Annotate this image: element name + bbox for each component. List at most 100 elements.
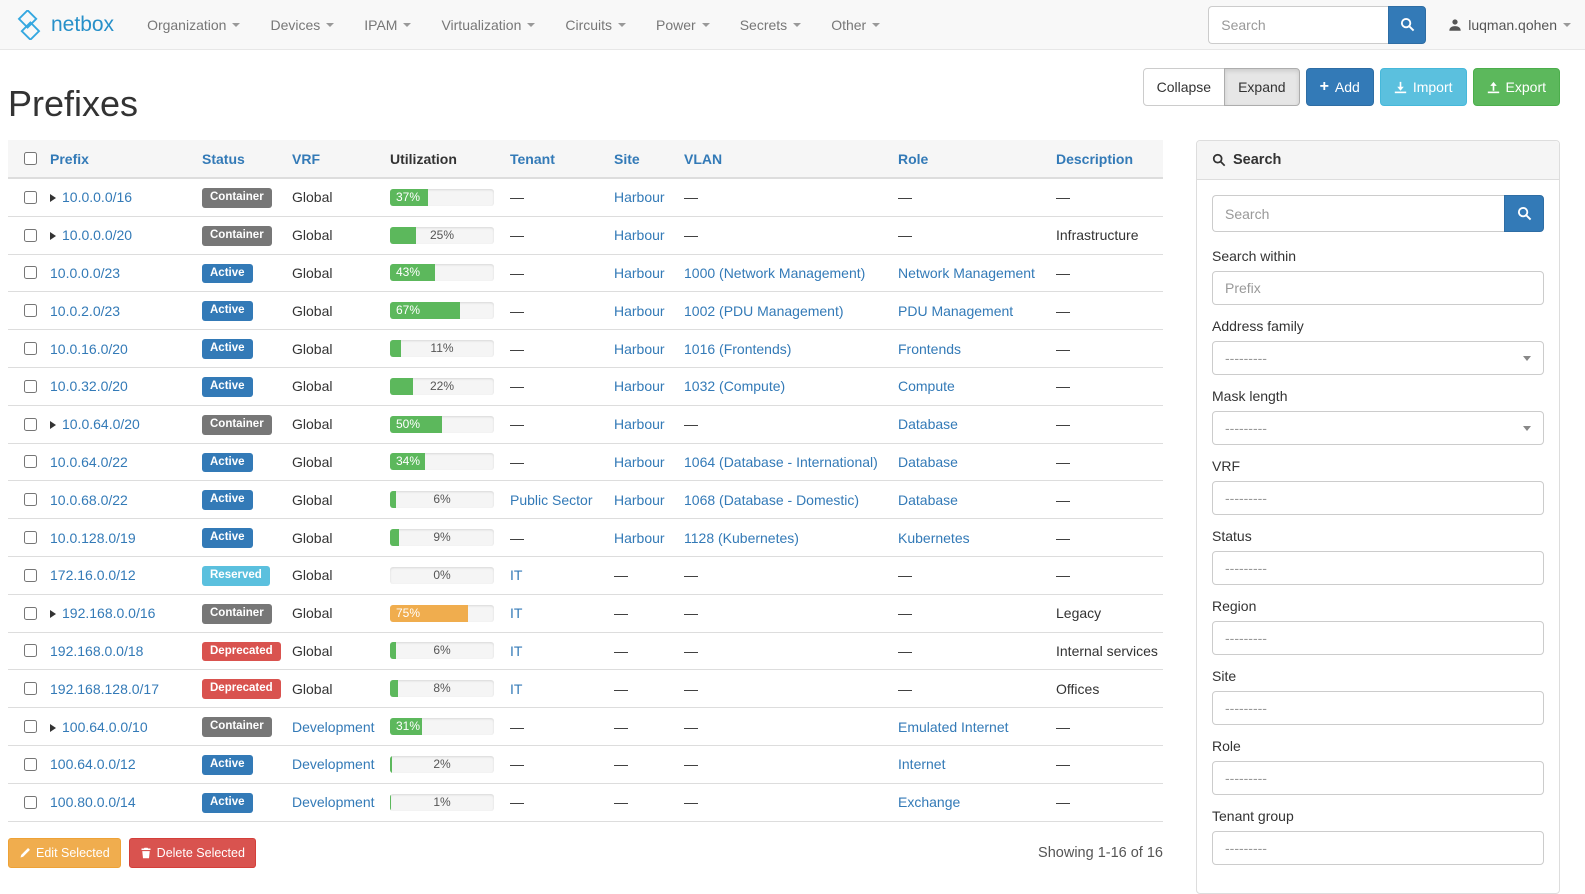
expand-toggle-icon[interactable] bbox=[50, 194, 56, 203]
site-link[interactable]: Harbour bbox=[614, 302, 665, 319]
vlan-link[interactable]: 1016 (Frontends) bbox=[684, 340, 792, 357]
column-sort-link[interactable]: Tenant bbox=[510, 150, 555, 167]
prefix-link[interactable]: 10.0.0.0/16 bbox=[62, 189, 133, 206]
column-sort-link[interactable]: Prefix bbox=[50, 150, 89, 167]
nav-menu-devices[interactable]: Devices bbox=[255, 0, 349, 50]
site-link[interactable]: Harbour bbox=[614, 227, 665, 244]
nav-menu-organization[interactable]: Organization bbox=[132, 0, 255, 50]
nav-menu-power[interactable]: Power bbox=[641, 0, 725, 50]
role-link[interactable]: Exchange bbox=[898, 794, 961, 811]
site-link[interactable]: Harbour bbox=[614, 378, 665, 395]
sidebar-search-input[interactable] bbox=[1212, 195, 1504, 232]
nav-menu-circuits[interactable]: Circuits bbox=[550, 0, 641, 50]
role-link[interactable]: Emulated Internet bbox=[898, 718, 1009, 735]
vlan-link[interactable]: 1064 (Database - International) bbox=[684, 453, 878, 470]
edit-selected-button[interactable]: Edit Selected bbox=[8, 837, 121, 868]
role-link[interactable]: Kubernetes bbox=[898, 529, 970, 546]
role-link[interactable]: Database bbox=[898, 491, 958, 508]
row-checkbox[interactable] bbox=[24, 568, 37, 582]
vlan-link[interactable]: 1032 (Compute) bbox=[684, 378, 786, 395]
prefix-link[interactable]: 192.168.128.0/17 bbox=[50, 680, 159, 697]
site-link[interactable]: Harbour bbox=[614, 189, 665, 206]
vrf-link[interactable]: Development bbox=[292, 718, 375, 735]
prefix-link[interactable]: 10.0.16.0/20 bbox=[50, 340, 128, 357]
column-sort-link[interactable]: VRF bbox=[292, 150, 320, 167]
expand-button[interactable]: Expand bbox=[1224, 68, 1300, 106]
row-checkbox[interactable] bbox=[24, 606, 37, 620]
filter-select-region[interactable]: --------- bbox=[1212, 621, 1544, 655]
role-link[interactable]: Frontends bbox=[898, 340, 962, 357]
filter-select-vrf[interactable]: --------- bbox=[1212, 481, 1544, 515]
filter-input-search-within[interactable] bbox=[1212, 271, 1544, 305]
row-checkbox[interactable] bbox=[24, 720, 37, 734]
prefix-link[interactable]: 100.64.0.0/10 bbox=[62, 718, 148, 735]
role-link[interactable]: Internet bbox=[898, 756, 946, 773]
column-sort-link[interactable]: VLAN bbox=[684, 150, 723, 167]
tenant-link[interactable]: IT bbox=[510, 680, 523, 697]
row-checkbox[interactable] bbox=[24, 795, 37, 809]
row-checkbox[interactable] bbox=[24, 531, 37, 545]
prefix-link[interactable]: 10.0.0.0/23 bbox=[50, 264, 121, 281]
tenant-link[interactable]: Public Sector bbox=[510, 491, 593, 508]
expand-toggle-icon[interactable] bbox=[50, 232, 56, 241]
prefix-link[interactable]: 10.0.64.0/20 bbox=[62, 416, 140, 433]
site-link[interactable]: Harbour bbox=[614, 264, 665, 281]
site-link[interactable]: Harbour bbox=[614, 453, 665, 470]
filter-select-mask-length[interactable]: --------- bbox=[1212, 411, 1544, 445]
import-button[interactable]: Import bbox=[1379, 68, 1467, 106]
row-checkbox[interactable] bbox=[24, 266, 37, 280]
filter-select-role[interactable]: --------- bbox=[1212, 761, 1544, 795]
expand-toggle-icon[interactable] bbox=[50, 723, 56, 732]
tenant-link[interactable]: IT bbox=[510, 567, 523, 584]
vlan-link[interactable]: 1128 (Kubernetes) bbox=[684, 529, 799, 546]
row-checkbox[interactable] bbox=[24, 342, 37, 356]
site-link[interactable]: Harbour bbox=[614, 529, 665, 546]
user-menu[interactable]: luqman.qohen bbox=[1448, 17, 1571, 33]
row-checkbox[interactable] bbox=[24, 455, 37, 469]
prefix-link[interactable]: 10.0.64.0/22 bbox=[50, 453, 128, 470]
column-sort-link[interactable]: Status bbox=[202, 150, 245, 167]
nav-menu-other[interactable]: Other bbox=[816, 0, 895, 50]
site-link[interactable]: Harbour bbox=[614, 340, 665, 357]
role-link[interactable]: Compute bbox=[898, 378, 955, 395]
nav-menu-virtualization[interactable]: Virtualization bbox=[426, 0, 550, 50]
row-checkbox[interactable] bbox=[24, 757, 37, 771]
role-link[interactable]: Database bbox=[898, 416, 958, 433]
expand-toggle-icon[interactable] bbox=[50, 610, 56, 619]
tenant-link[interactable]: IT bbox=[510, 642, 523, 659]
row-checkbox[interactable] bbox=[24, 644, 37, 658]
collapse-button[interactable]: Collapse bbox=[1142, 68, 1226, 106]
prefix-link[interactable]: 100.80.0.0/14 bbox=[50, 794, 136, 811]
prefix-link[interactable]: 100.64.0.0/12 bbox=[50, 756, 136, 773]
add-button[interactable]: + Add bbox=[1305, 68, 1374, 106]
prefix-link[interactable]: 10.0.32.0/20 bbox=[50, 378, 128, 395]
row-checkbox[interactable] bbox=[24, 682, 37, 696]
prefix-link[interactable]: 10.0.0.0/20 bbox=[62, 227, 133, 244]
export-button[interactable]: Export bbox=[1472, 68, 1560, 106]
filter-select-tenant-group[interactable]: --------- bbox=[1212, 831, 1544, 865]
column-sort-link[interactable]: Site bbox=[614, 150, 640, 167]
delete-selected-button[interactable]: Delete Selected bbox=[128, 837, 256, 868]
prefix-link[interactable]: 10.0.2.0/23 bbox=[50, 302, 121, 319]
column-sort-link[interactable]: Role bbox=[898, 150, 929, 167]
netbox-brand[interactable]: netbox bbox=[14, 9, 114, 40]
navbar-search-button[interactable] bbox=[1388, 5, 1427, 44]
select-all-checkbox[interactable] bbox=[24, 152, 37, 165]
row-checkbox[interactable] bbox=[24, 379, 37, 393]
prefix-link[interactable]: 192.168.0.0/18 bbox=[50, 642, 144, 659]
prefix-link[interactable]: 172.16.0.0/12 bbox=[50, 567, 136, 584]
nav-menu-ipam[interactable]: IPAM bbox=[349, 0, 426, 50]
prefix-link[interactable]: 192.168.0.0/16 bbox=[62, 605, 156, 622]
column-sort-link[interactable]: Description bbox=[1056, 150, 1134, 167]
vrf-link[interactable]: Development bbox=[292, 794, 375, 811]
vrf-link[interactable]: Development bbox=[292, 756, 375, 773]
tenant-link[interactable]: IT bbox=[510, 605, 523, 622]
row-checkbox[interactable] bbox=[24, 228, 37, 242]
role-link[interactable]: Database bbox=[898, 453, 958, 470]
prefix-link[interactable]: 10.0.128.0/19 bbox=[50, 529, 136, 546]
expand-toggle-icon[interactable] bbox=[50, 421, 56, 430]
navbar-search-input[interactable] bbox=[1208, 5, 1389, 44]
filter-select-status[interactable]: --------- bbox=[1212, 551, 1544, 585]
vlan-link[interactable]: 1068 (Database - Domestic) bbox=[684, 491, 860, 508]
row-checkbox[interactable] bbox=[24, 493, 37, 507]
